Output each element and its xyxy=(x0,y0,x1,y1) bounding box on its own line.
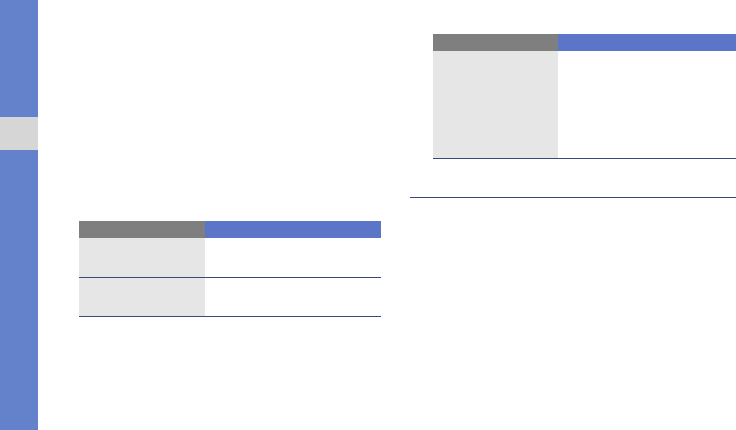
cell xyxy=(79,238,205,277)
side-bar xyxy=(0,0,38,430)
header-cell xyxy=(433,34,558,51)
side-tab xyxy=(0,117,38,150)
table-right xyxy=(433,34,736,159)
cell xyxy=(433,51,558,158)
cell xyxy=(79,278,205,316)
table-left xyxy=(79,221,381,317)
header-cell xyxy=(205,221,381,238)
header-cell xyxy=(558,34,736,51)
header-cell xyxy=(79,221,205,238)
